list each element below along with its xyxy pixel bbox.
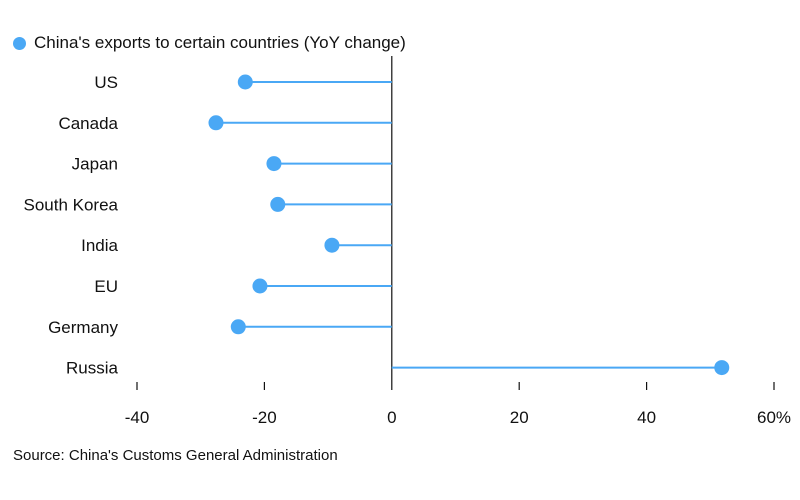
lollipop-dot [266, 156, 282, 172]
category-label: Russia [66, 359, 119, 378]
legend-marker [13, 36, 26, 50]
lollipop-dot [230, 319, 246, 335]
x-tick-label: 40 [637, 408, 656, 427]
x-tick-label: 20 [510, 408, 529, 427]
category-label: India [81, 236, 118, 255]
category-label: Japan [72, 155, 118, 174]
category-label: South Korea [23, 195, 118, 214]
source-note: Source: China's Customs General Administ… [13, 447, 338, 464]
x-tick-label: 60% [757, 408, 791, 427]
lollipop-chart: -40 -20 0 20 40 60% US Canada Japan South Korea In… [23, 56, 791, 427]
category-label: Germany [48, 318, 118, 337]
lollipop-dot [252, 278, 268, 294]
x-tick-label: 0 [387, 408, 396, 427]
x-tick-label: -40 [125, 408, 150, 427]
category-label: EU [94, 277, 118, 296]
lollipop-dot [714, 360, 730, 376]
lollipop-dot [237, 74, 253, 90]
x-tick-label: -20 [252, 408, 277, 427]
category-label: Canada [58, 114, 118, 133]
lollipop-dot [208, 115, 224, 131]
lollipop-dot [324, 237, 340, 253]
chart-legend: China's exports to certain countries (Yo… [13, 33, 406, 53]
lollipop-dot [270, 196, 286, 212]
legend-label: China's exports to certain countries (Yo… [34, 33, 406, 52]
category-label: US [94, 73, 118, 92]
